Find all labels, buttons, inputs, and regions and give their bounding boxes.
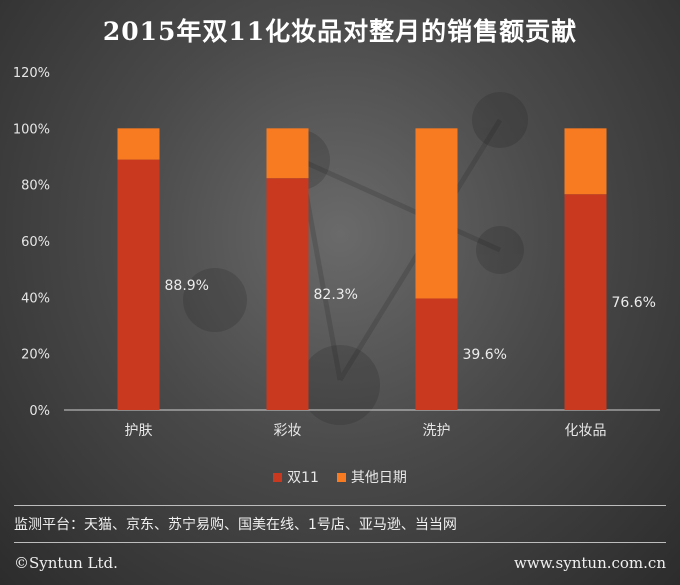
legend-item-other-dates: 其他日期 [336, 467, 407, 487]
bar-other-dates [266, 128, 309, 179]
y-tick-label: 0% [29, 404, 50, 419]
data-label: 82.3% [314, 287, 358, 303]
x-category-label: 护肤 [125, 423, 153, 439]
bar-other-dates [415, 128, 458, 299]
data-label: 76.6% [612, 295, 656, 311]
legend: 双11 其他日期 [0, 467, 680, 487]
bar-shuang11 [564, 194, 607, 410]
y-tick-label: 120% [13, 66, 50, 81]
chart-title: 2015年双11化妆品对整月的销售额贡献 [102, 17, 578, 46]
y-tick-label: 80% [21, 179, 50, 194]
divider-bottom [14, 542, 666, 543]
bar-shuang11 [266, 178, 309, 410]
legend-label-other-dates: 其他日期 [350, 470, 407, 486]
bar-shuang11 [415, 298, 458, 410]
bar-shuang11 [117, 159, 160, 410]
y-tick-label: 40% [21, 291, 50, 306]
x-category-label: 化妆品 [565, 423, 607, 439]
bar-other-dates [117, 128, 160, 160]
bar-other-dates [564, 128, 607, 195]
data-label: 39.6% [463, 347, 507, 363]
source-note: 监测平台：天猫、京东、苏宁易购、国美在线、1号店、亚马逊、当当网 [14, 517, 457, 533]
divider-top [14, 505, 666, 506]
legend-label-shuang11: 双11 [287, 470, 319, 486]
legend-item-shuang11: 双11 [273, 467, 319, 487]
stacked-bar-chart: 0% 20% 40% 60% 80% 100% 120% 88.9% 护肤 82.3% 彩妆 39.6… [13, 66, 660, 439]
legend-swatch-shuang11 [273, 472, 283, 482]
copyright-text: ©Syntun Ltd. [14, 554, 118, 572]
x-category-label: 洗护 [423, 423, 451, 439]
y-tick-label: 100% [13, 122, 50, 137]
x-category-label: 彩妆 [274, 423, 302, 439]
y-tick-label: 60% [21, 235, 50, 250]
legend-swatch-other-dates [336, 472, 346, 482]
y-tick-label: 20% [21, 348, 50, 363]
website-text: www.syntun.com.cn [514, 554, 666, 572]
data-label: 88.9% [165, 278, 209, 294]
